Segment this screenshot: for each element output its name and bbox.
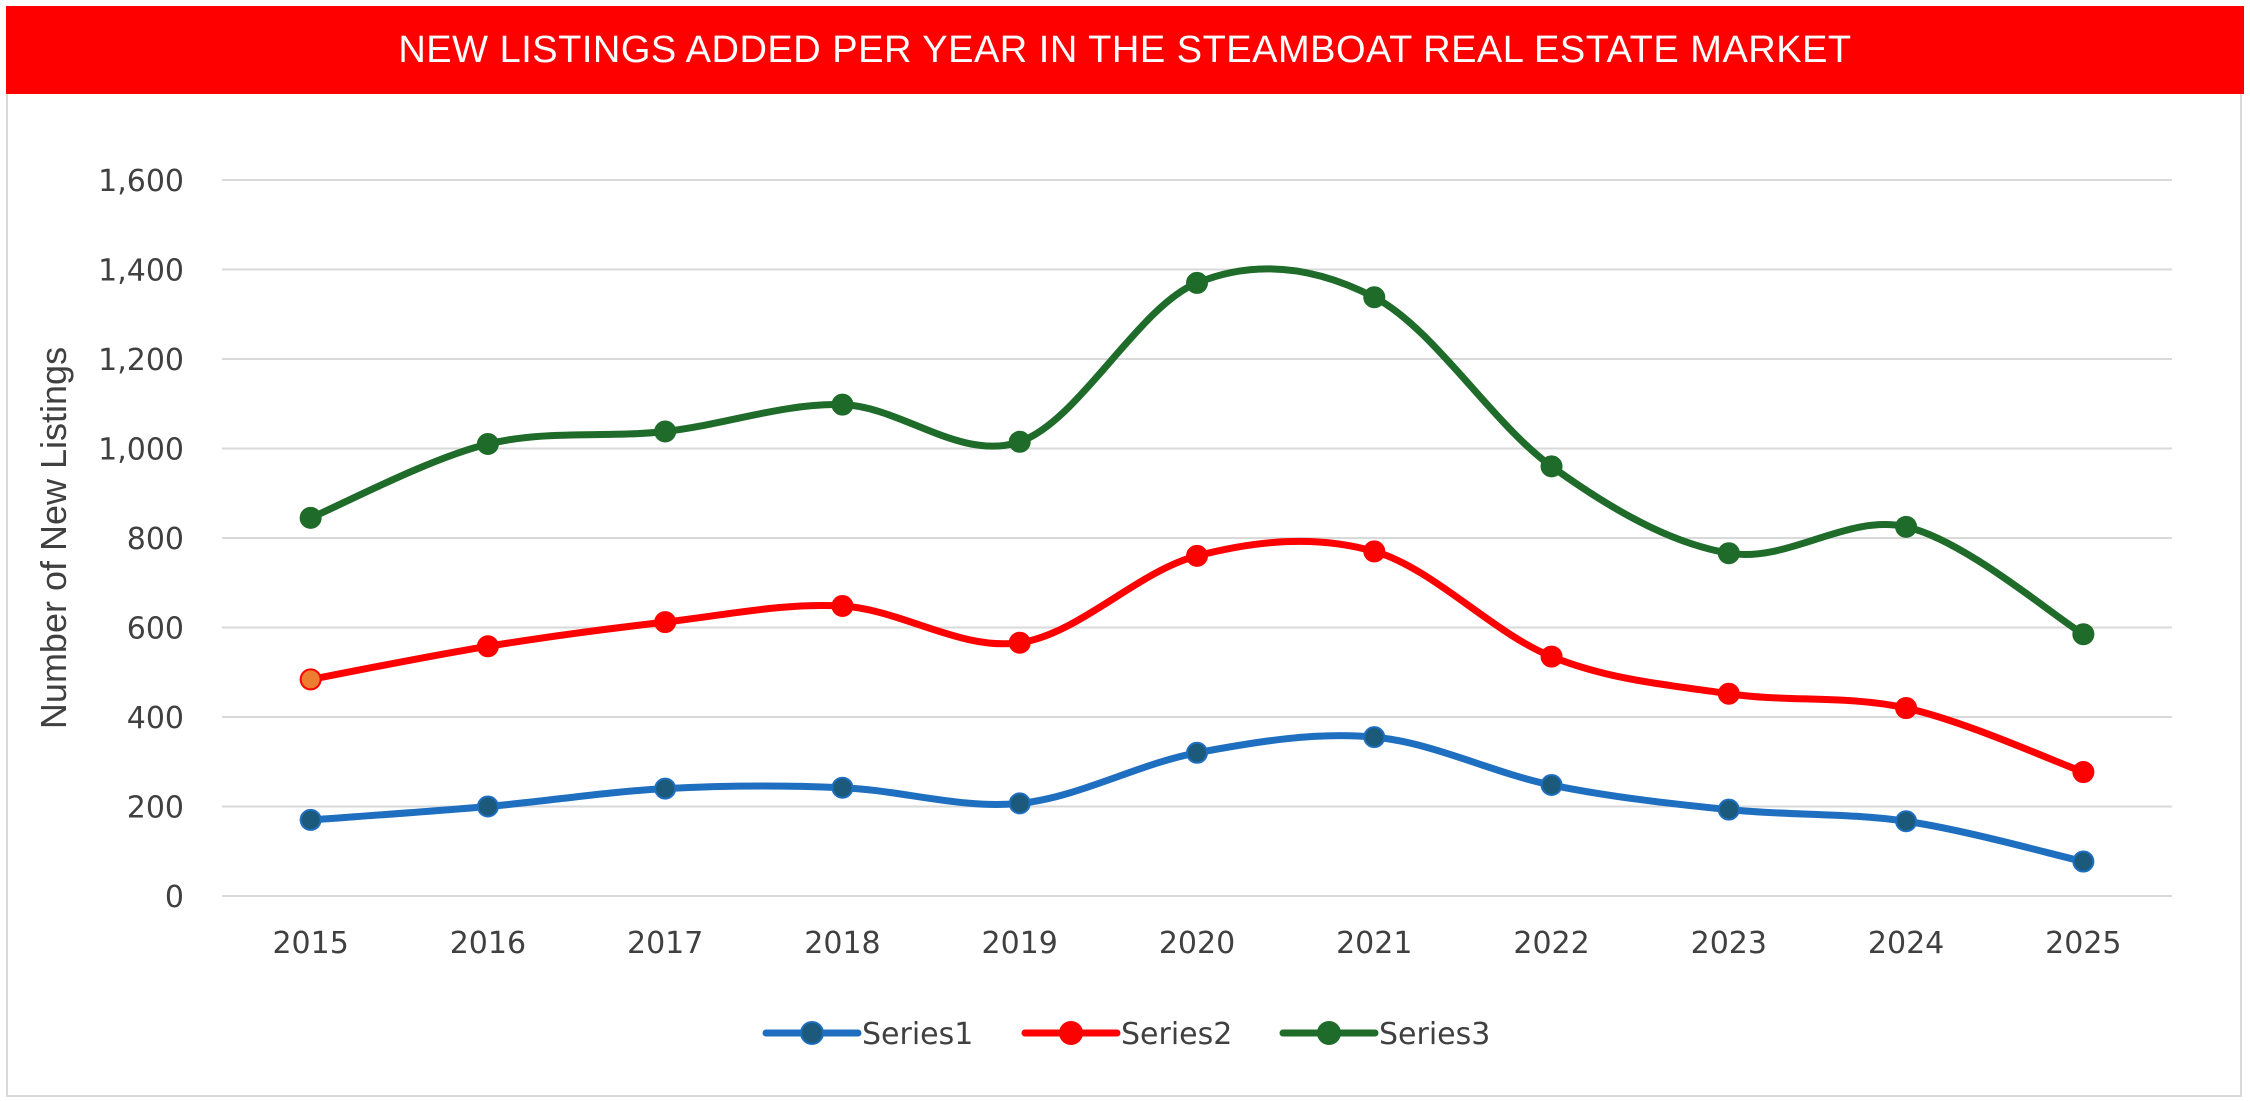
legend-marker xyxy=(800,1021,824,1045)
data-point xyxy=(1540,774,1563,797)
series-series2 xyxy=(299,537,2095,784)
x-tick-label: 2020 xyxy=(1159,926,1235,961)
data-point xyxy=(1363,540,1386,563)
data-point xyxy=(1717,682,1740,705)
legend-marker xyxy=(1059,1021,1083,1045)
x-tick-label: 2024 xyxy=(1868,926,1944,961)
legend-label: Series1 xyxy=(862,1017,973,1052)
data-point xyxy=(476,795,499,818)
legend: Series1 Series2 Series3 xyxy=(762,1017,1490,1052)
x-tick-label: 2025 xyxy=(2045,926,2121,961)
data-point xyxy=(654,420,677,443)
data-point xyxy=(2072,623,2095,646)
data-point xyxy=(2072,850,2095,873)
y-axis-ticks: 0 200 400 600 800 1,000 1,200 1,400 1,600 xyxy=(98,164,184,915)
series-series1 xyxy=(299,726,2095,873)
x-tick-label: 2017 xyxy=(627,926,703,961)
chart-title-bar: NEW LISTINGS ADDED PER YEAR IN THE STEAM… xyxy=(6,6,2244,94)
y-tick-label: 400 xyxy=(127,701,184,736)
data-point xyxy=(654,777,677,800)
legend-label: Series3 xyxy=(1379,1017,1490,1052)
y-tick-label: 1,400 xyxy=(98,254,184,289)
data-point xyxy=(1008,430,1031,453)
series-series3 xyxy=(299,265,2095,646)
legend-item-series2: Series2 xyxy=(1021,1017,1232,1052)
data-point xyxy=(1717,542,1740,565)
data-point xyxy=(1540,645,1563,668)
x-tick-label: 2015 xyxy=(272,926,348,961)
data-point xyxy=(1895,810,1918,833)
y-tick-label: 200 xyxy=(127,791,184,826)
data-point xyxy=(654,611,677,634)
legend-item-series1: Series1 xyxy=(762,1017,973,1052)
data-point xyxy=(831,776,854,799)
data-point xyxy=(2072,761,2095,784)
data-point xyxy=(1008,631,1031,654)
data-point xyxy=(831,595,854,618)
data-point xyxy=(1363,726,1386,749)
series-line xyxy=(307,265,2087,638)
data-point xyxy=(1186,741,1208,764)
grid-lines xyxy=(222,179,2172,897)
x-tick-label: 2022 xyxy=(1513,926,1589,961)
x-axis-ticks: 2015 2016 2017 2018 2019 2020 2021 2022 2023 2024… xyxy=(272,926,2121,961)
legend-label: Series2 xyxy=(1121,1017,1232,1052)
y-tick-label: 1,600 xyxy=(98,164,184,199)
data-point xyxy=(1363,286,1386,309)
data-point xyxy=(1186,544,1208,567)
legend-item-series3: Series3 xyxy=(1279,1017,1490,1052)
legend-marker xyxy=(1317,1021,1341,1045)
x-tick-label: 2018 xyxy=(804,926,880,961)
y-axis-label: Number of New Listings xyxy=(33,347,74,729)
chart-title: NEW LISTINGS ADDED PER YEAR IN THE STEAM… xyxy=(398,28,1852,71)
y-tick-label: 800 xyxy=(127,522,184,557)
x-tick-label: 2021 xyxy=(1336,926,1412,961)
data-point xyxy=(299,808,322,831)
data-point xyxy=(1186,271,1208,294)
x-tick-label: 2023 xyxy=(1691,926,1767,961)
data-point xyxy=(476,433,499,456)
x-tick-label: 2019 xyxy=(982,926,1058,961)
chart-frame xyxy=(6,6,2242,1097)
data-point xyxy=(299,668,322,691)
data-point xyxy=(1540,455,1563,478)
data-point xyxy=(1895,515,1918,538)
data-point xyxy=(476,635,499,658)
y-tick-label: 0 xyxy=(165,880,184,915)
y-tick-label: 1,200 xyxy=(98,343,184,378)
series-lines xyxy=(299,265,2095,873)
data-point xyxy=(831,393,854,416)
data-point xyxy=(1008,792,1031,815)
x-tick-label: 2016 xyxy=(450,926,526,961)
data-point xyxy=(1717,798,1740,821)
data-point xyxy=(1895,697,1918,720)
data-point xyxy=(299,506,322,529)
series-line xyxy=(307,537,2087,776)
y-tick-label: 1,000 xyxy=(98,433,184,468)
y-tick-label: 600 xyxy=(127,612,184,647)
